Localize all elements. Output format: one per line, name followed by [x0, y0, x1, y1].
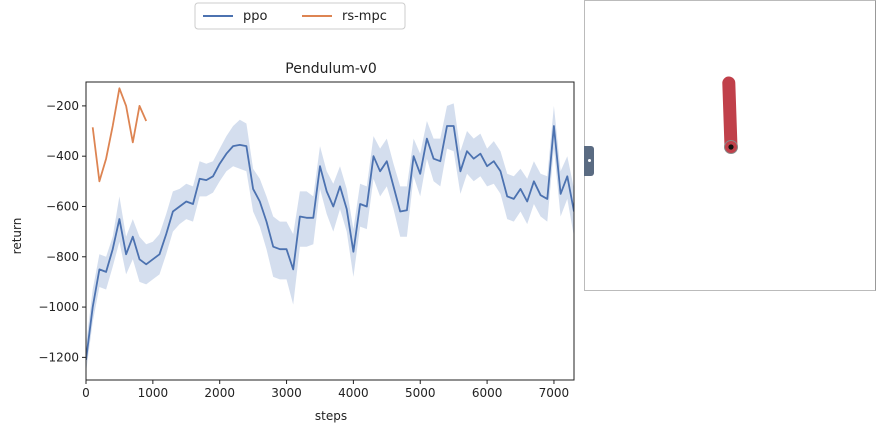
y-tick-label: −400: [46, 149, 79, 163]
y-tick-label: −1200: [38, 350, 79, 364]
series-band-ppo: [86, 103, 574, 373]
series-line-rs-mpc: [91, 87, 148, 183]
x-tick-label: 2000: [204, 386, 235, 400]
pivot-ring: [724, 140, 738, 154]
environment-render-view: [584, 0, 876, 291]
y-axis-label: return: [10, 218, 24, 255]
y-tick-label: −600: [46, 199, 79, 213]
pole-rod: [722, 76, 738, 154]
y-tick-label: −800: [46, 250, 79, 264]
pendulum-pole: [722, 76, 738, 154]
panel-resize-handle[interactable]: [584, 146, 594, 176]
pivot-dot: [728, 144, 734, 150]
pendulum-render: [722, 76, 738, 154]
x-tick-label: 3000: [271, 386, 302, 400]
chart: 0 1000 2000 3000 4000 5000 6000 7000 −1200 −1000 −…: [10, 2, 575, 423]
chart-title: Pendulum-v0: [285, 61, 376, 77]
x-tick-label: 6000: [472, 386, 503, 400]
y-tick-label: −200: [46, 99, 79, 113]
legend-box: [194, 2, 406, 30]
y-tick-label: −1000: [38, 300, 79, 314]
legend-label-rs-mpc: rs-mpc: [342, 9, 387, 24]
x-tick-label: 5000: [405, 386, 436, 400]
x-tick-label: 1000: [138, 386, 169, 400]
x-tick-label: 4000: [338, 386, 369, 400]
x-axis-label: steps: [315, 409, 347, 423]
legend: ppo rs-mpc: [194, 2, 406, 30]
plot-frame: [85, 81, 575, 381]
x-tick-label: 0: [82, 386, 90, 400]
series-line-ppo: [86, 125, 574, 361]
legend-label-ppo: ppo: [243, 9, 268, 24]
x-tick-label: 7000: [539, 386, 570, 400]
